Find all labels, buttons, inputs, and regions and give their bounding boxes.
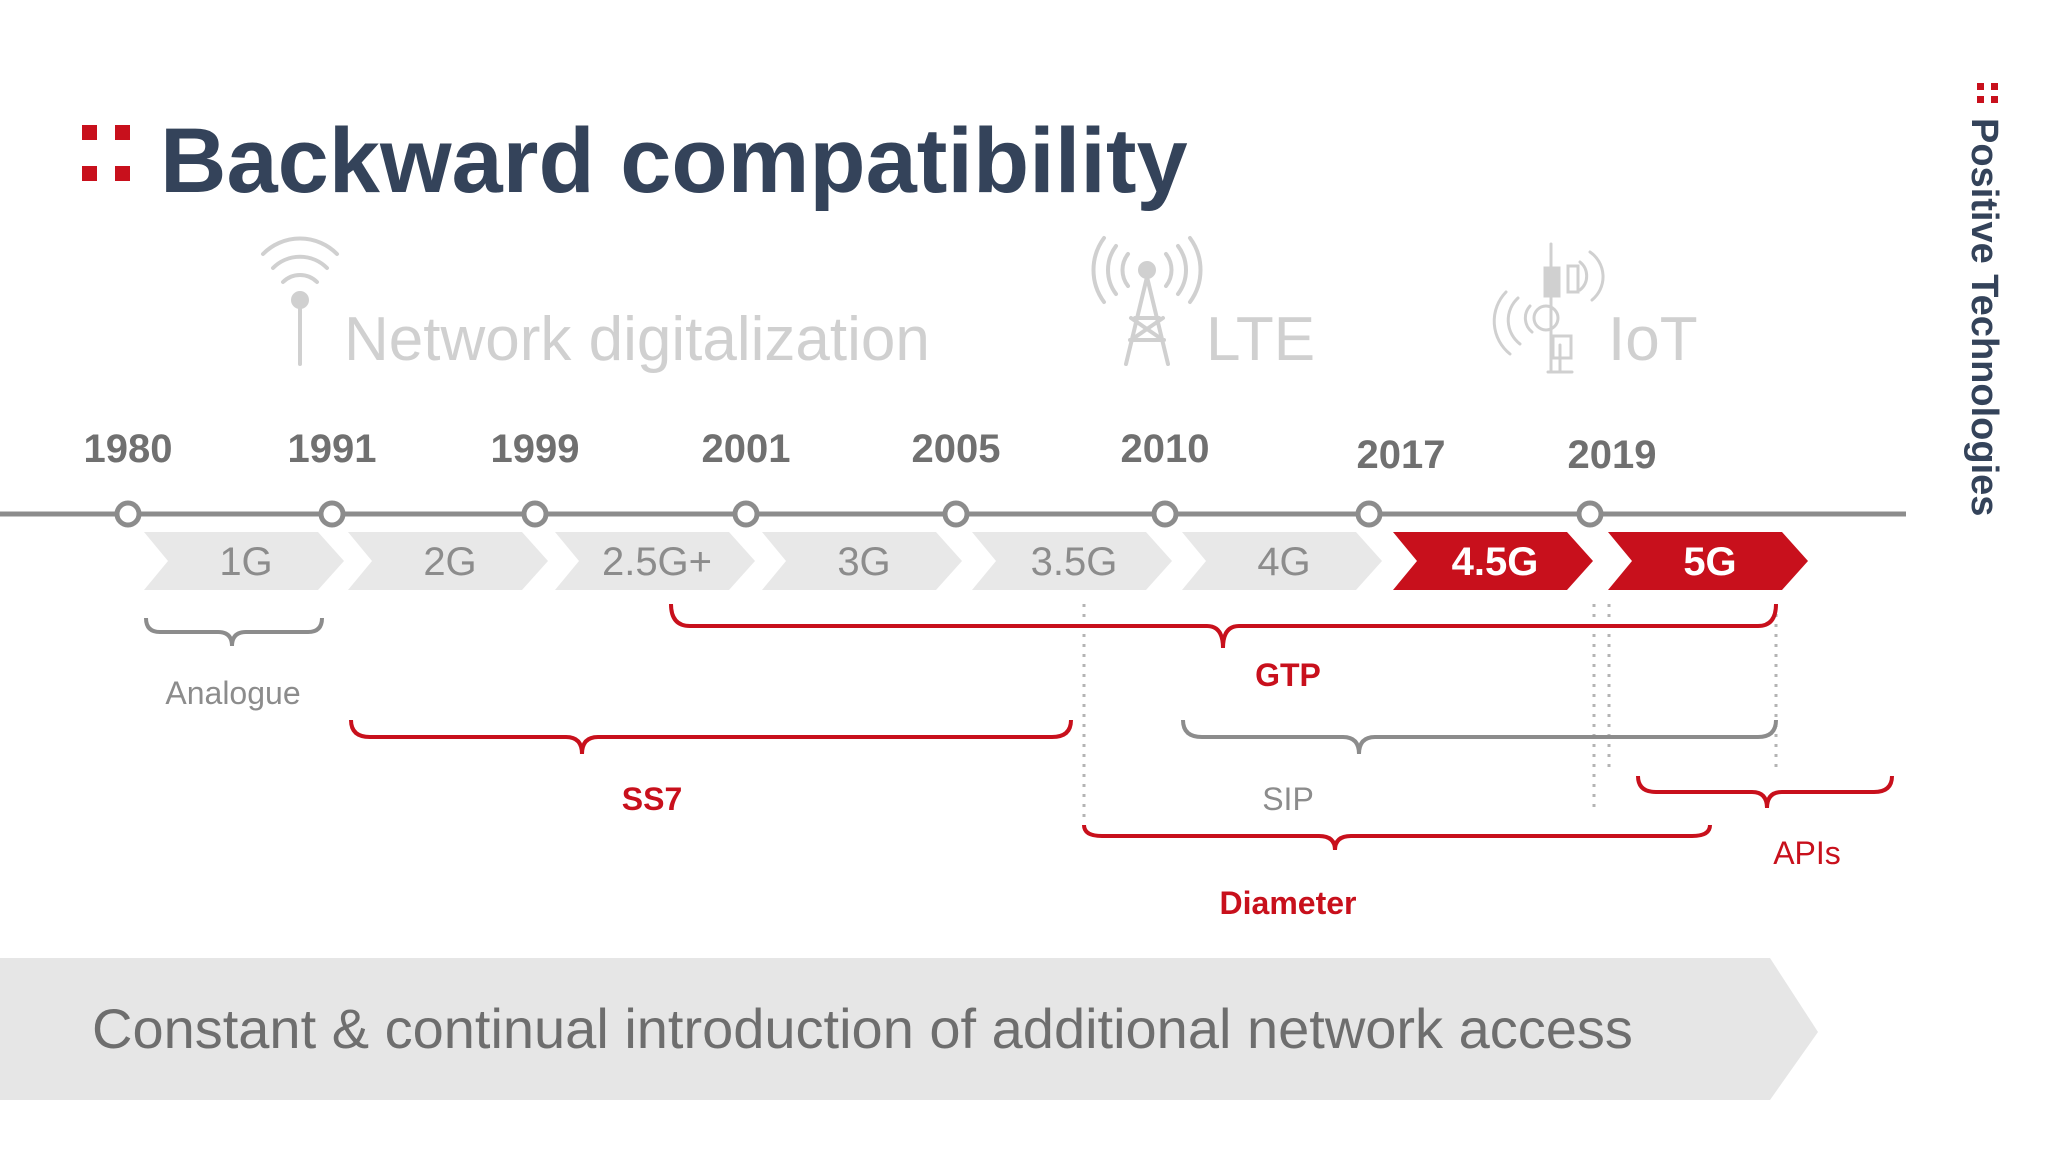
generation-chevron-25g: 2.5G+ xyxy=(555,532,755,590)
timeline-node-1991 xyxy=(318,500,346,528)
era-label-lte: LTE xyxy=(1206,305,1315,374)
generation-label-2g: 2G xyxy=(423,540,476,584)
analogue-brace xyxy=(144,617,324,647)
year-label-2019: 2019 xyxy=(1568,433,1657,477)
generation-chevron-45g: 4.5G xyxy=(1393,532,1593,590)
diameter-brace xyxy=(1082,824,1712,851)
year-label-2017: 2017 xyxy=(1357,433,1446,477)
timeline-nodes xyxy=(114,500,1604,528)
chevron-shape-35g xyxy=(972,532,1172,590)
timeline-node-1980 xyxy=(114,500,142,528)
slide-title: Backward compatibility xyxy=(160,110,1188,212)
year-label-2005: 2005 xyxy=(912,427,1001,471)
year-label-2010: 2010 xyxy=(1121,427,1210,471)
generation-label-5g: 5G xyxy=(1683,540,1736,584)
protocol-label-diameter: Diameter xyxy=(1220,885,1357,921)
protocol-label-analogue: Analogue xyxy=(165,675,300,711)
timeline-node-2019 xyxy=(1576,500,1604,528)
generation-chevrons: 1G 2G 2.5G+ 3G 3.5G 4G 4.5G 5G xyxy=(144,532,1808,590)
timeline-years: 1980 1991 1999 2001 2005 2010 2017 2019 xyxy=(84,427,1657,477)
year-label-2001: 2001 xyxy=(702,427,791,471)
generation-chevron-35g: 3.5G xyxy=(972,532,1172,590)
year-label-1991: 1991 xyxy=(288,427,377,471)
brand-mark-icon xyxy=(1977,83,1998,103)
era-label-network-digitalization: Network digitalization xyxy=(344,305,930,374)
chevron-shape-4g xyxy=(1182,532,1382,590)
wifi-antenna-icon xyxy=(261,236,339,366)
era-label-iot: IoT xyxy=(1608,305,1698,374)
timeline-node-2010 xyxy=(1151,500,1179,528)
generation-label-45g: 4.5G xyxy=(1452,540,1539,584)
brand-name: Positive Technologies xyxy=(1963,118,2005,516)
iot-tower-icon xyxy=(1492,242,1605,374)
protocol-label-apis: APIs xyxy=(1773,835,1841,871)
banner-text: Constant & continual introduction of add… xyxy=(92,997,1633,1060)
timeline-node-1999 xyxy=(521,500,549,528)
year-label-1980: 1980 xyxy=(84,427,173,471)
generation-chevron-3g: 3G xyxy=(762,532,962,590)
apis-brace xyxy=(1636,775,1894,809)
generation-chevron-2g: 2G xyxy=(348,532,548,590)
timeline-node-2017 xyxy=(1355,500,1383,528)
gtp-brace xyxy=(669,603,1778,649)
cell-tower-icon xyxy=(1091,236,1203,366)
chevron-shape-25g xyxy=(555,532,755,590)
ss7-brace xyxy=(349,719,1073,755)
generation-chevron-4g: 4G xyxy=(1182,532,1382,590)
chevron-shape-45g xyxy=(1393,532,1593,590)
protocol-label-ss7: SS7 xyxy=(622,781,682,817)
timeline-node-2001 xyxy=(732,500,760,528)
chevron-shape-2g xyxy=(348,532,548,590)
generation-label-4g: 4G xyxy=(1257,540,1310,584)
banner-arrow xyxy=(0,958,1818,1100)
brand-logo: Positive Technologies xyxy=(1963,83,2005,516)
chevron-shape-3g xyxy=(762,532,962,590)
logo-mark-icon xyxy=(82,125,130,181)
chevron-shape-5g xyxy=(1608,532,1808,590)
year-label-1999: 1999 xyxy=(491,427,580,471)
timeline-node-2005 xyxy=(942,500,970,528)
generation-chevron-5g: 5G xyxy=(1608,532,1808,590)
generation-label-3g: 3G xyxy=(837,540,890,584)
guide-lines xyxy=(1082,604,1778,820)
protocol-label-sip: SIP xyxy=(1262,781,1314,817)
generation-label-25g: 2.5G+ xyxy=(602,540,712,584)
generation-label-35g: 3.5G xyxy=(1031,540,1118,584)
generation-label-1g: 1G xyxy=(219,540,272,584)
chevron-shape-1g xyxy=(144,532,344,590)
sip-brace xyxy=(1181,719,1778,755)
protocol-label-gtp: GTP xyxy=(1255,657,1321,693)
generation-chevron-1g: 1G xyxy=(144,532,344,590)
